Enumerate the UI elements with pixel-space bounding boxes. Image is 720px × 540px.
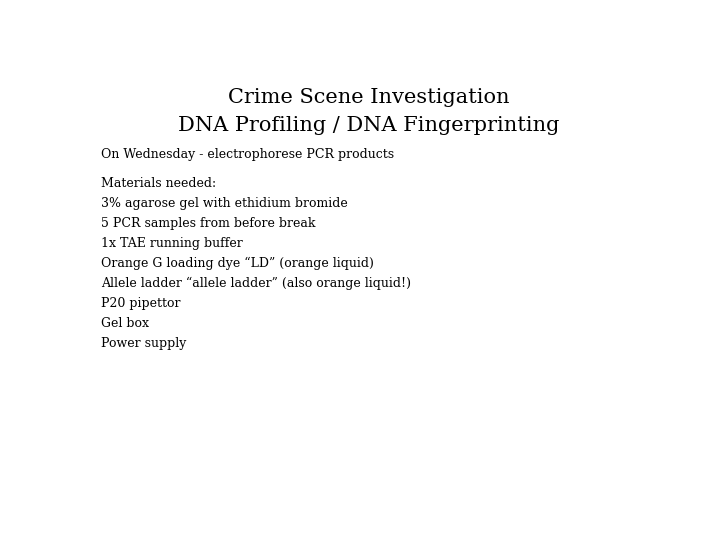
Text: 5 PCR samples from before break: 5 PCR samples from before break [101,217,315,230]
Text: 3% agarose gel with ethidium bromide: 3% agarose gel with ethidium bromide [101,197,348,210]
Text: Gel box: Gel box [101,317,149,330]
Text: On Wednesday - electrophorese PCR products: On Wednesday - electrophorese PCR produc… [101,148,395,161]
Text: 1x TAE running buffer: 1x TAE running buffer [101,237,243,250]
Text: Materials needed:: Materials needed: [101,177,216,190]
Text: Crime Scene Investigation: Crime Scene Investigation [228,87,510,107]
Text: Power supply: Power supply [101,337,186,350]
Text: P20 pipettor: P20 pipettor [101,297,181,310]
Text: Orange G loading dye “LD” (orange liquid): Orange G loading dye “LD” (orange liquid… [101,257,374,270]
Text: Allele ladder “allele ladder” (also orange liquid!): Allele ladder “allele ladder” (also oran… [101,277,411,290]
Text: DNA Profiling / DNA Fingerprinting: DNA Profiling / DNA Fingerprinting [179,116,559,134]
